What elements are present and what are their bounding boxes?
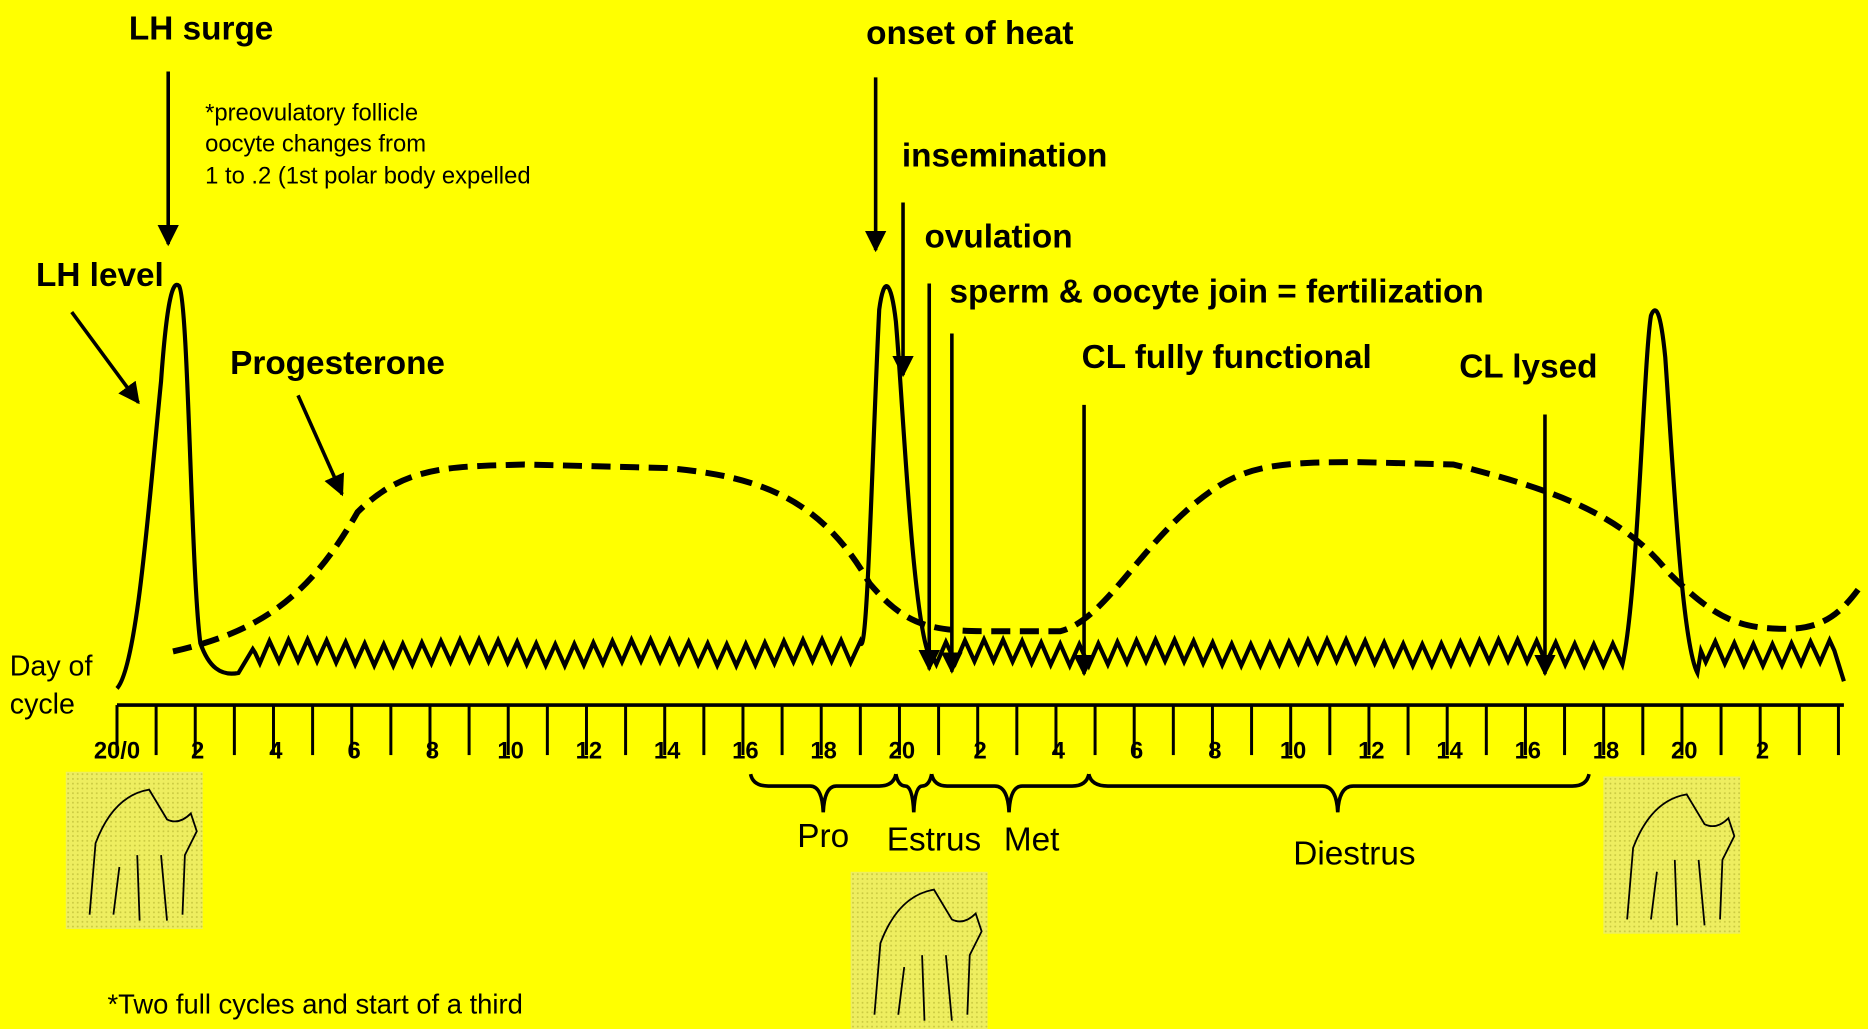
- phase-label: Met: [1004, 821, 1060, 858]
- day-tick-label: 2: [1756, 738, 1769, 765]
- day-tick-label: 20: [1671, 738, 1697, 765]
- progesterone-curve: [172, 459, 1861, 655]
- arrows: [70, 71, 1556, 677]
- note-line: *preovulatory follicle: [205, 99, 418, 126]
- day-tick-label: 2: [191, 738, 204, 765]
- day-tick-label: 18: [810, 738, 836, 765]
- phase-braces: [748, 773, 1591, 813]
- lh-level-label: LH level: [36, 257, 164, 294]
- day-tick-label: 20/0: [94, 738, 140, 765]
- cow-icon: [65, 771, 203, 929]
- phase-label: Pro: [797, 818, 849, 855]
- cl-functional-label: CL fully functional: [1082, 339, 1372, 376]
- day-tick-label: 20: [889, 738, 915, 765]
- day-tick-label: 10: [497, 738, 523, 765]
- ovulation-label: ovulation: [924, 219, 1072, 256]
- cow-icon: [850, 871, 988, 1029]
- axis-label: cycle: [10, 688, 75, 720]
- cow-icon: [1603, 776, 1741, 934]
- cl-lysed-label: CL lysed: [1459, 349, 1597, 386]
- day-tick-label: 12: [1358, 738, 1384, 765]
- day-tick-label: 8: [426, 738, 439, 765]
- day-tick-label: 14: [654, 738, 681, 765]
- onset-label: onset of heat: [866, 15, 1073, 52]
- note-line: oocyte changes from: [205, 130, 426, 157]
- axis-label: Day of: [10, 650, 93, 682]
- phase-label: Estrus: [887, 821, 981, 858]
- day-tick-label: 12: [576, 738, 602, 765]
- day-tick-label: 6: [347, 738, 360, 765]
- day-tick-label: 16: [1515, 738, 1541, 765]
- lh-curve: [115, 282, 1846, 690]
- day-tick-label: 6: [1130, 738, 1143, 765]
- footnote: *Two full cycles and start of a third: [107, 989, 522, 1020]
- day-tick-label: 18: [1593, 738, 1619, 765]
- phase-label: Diestrus: [1293, 836, 1415, 873]
- day-tick-label: 4: [1052, 738, 1066, 765]
- note-line: 1 to .2 (1st polar body expelled: [205, 162, 530, 189]
- progesterone-label: Progesterone: [230, 345, 445, 382]
- day-ticks: [115, 705, 1840, 756]
- day-tick-label: 2: [973, 738, 986, 765]
- lh-surge-label: LH surge: [129, 10, 273, 47]
- day-tick-label: 4: [269, 738, 283, 765]
- day-tick-label: 8: [1208, 738, 1221, 765]
- day-tick-label: 14: [1436, 738, 1463, 765]
- day-tick-label: 16: [732, 738, 758, 765]
- fertilization-label: sperm & oocyte join = fertilization: [949, 274, 1483, 311]
- insemination-label: insemination: [902, 138, 1108, 175]
- day-tick-label: 10: [1280, 738, 1306, 765]
